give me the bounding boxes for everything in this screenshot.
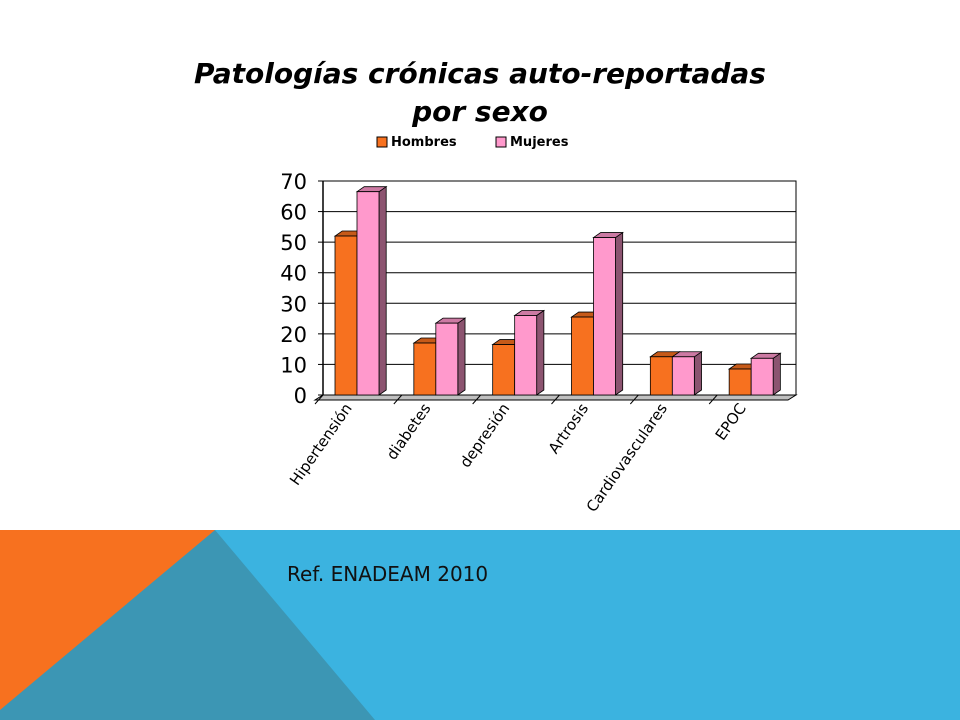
- x-tick-mark: [393, 394, 403, 405]
- x-tick-label: EPOC: [712, 400, 750, 444]
- legend-swatch-hombres: [376, 136, 388, 148]
- y-tick-label: 40: [280, 262, 307, 286]
- band-orange-triangle: [0, 530, 215, 710]
- x-tick-label: Hipertensión: [286, 400, 356, 489]
- bar-mujeres-1: [435, 322, 459, 396]
- x-tick-label: diabetes: [383, 400, 435, 463]
- x-tick-mark: [551, 394, 560, 405]
- bar-hombres-5: [728, 368, 752, 396]
- y-tick-label: 70: [280, 170, 307, 194]
- x-tick-label: depresión: [456, 400, 513, 471]
- x-tick-mark: [708, 394, 718, 405]
- y-tick-label: 50: [280, 231, 307, 255]
- x-tick-mark: [629, 394, 639, 405]
- x-tick-mark: [314, 394, 324, 405]
- bar-side-1-0: [378, 185, 387, 396]
- bar-mujeres-3: [593, 237, 616, 396]
- bar-side-1-3: [615, 231, 624, 396]
- bar-side-1-1: [457, 317, 466, 396]
- bar-chart: 0 10 20 30 40 50 60 70 Hipertensión diabetes depre…: [280, 170, 798, 516]
- reference-note: Ref. ENADEAM 2010: [287, 562, 489, 586]
- x-tick-mark: [472, 394, 482, 405]
- y-tick-label: 60: [280, 201, 307, 225]
- legend-label-hombres: Hombres: [391, 135, 457, 150]
- x-tick-label: Artrosis: [545, 400, 593, 457]
- bar-mujeres-2: [514, 315, 538, 396]
- y-tick-label: 20: [280, 323, 307, 347]
- legend-swatch-mujeres: [495, 136, 507, 148]
- bar-hombres-1: [413, 342, 437, 396]
- bar-hombres-3: [571, 316, 594, 396]
- legend-label-mujeres: Mujeres: [510, 135, 569, 150]
- page-title-line-2: por sexo: [412, 95, 548, 128]
- bar-hombres-0: [334, 235, 358, 396]
- bar-side-1-5: [772, 352, 781, 396]
- bar-side-1-2: [536, 309, 545, 396]
- bar-mujeres-0: [356, 191, 380, 396]
- bar-mujeres-4: [671, 356, 695, 396]
- y-tick-label: 30: [280, 292, 307, 316]
- y-tick-label: 0: [294, 384, 307, 408]
- legend: Hombres Mujeres: [376, 135, 569, 150]
- bar-mujeres-5: [750, 357, 774, 396]
- bar-hombres-2: [492, 344, 516, 396]
- bar-hombres-4: [649, 356, 673, 396]
- bar-side-1-4: [693, 351, 702, 396]
- y-tick-label: 10: [280, 353, 307, 377]
- plot-area: [322, 180, 797, 396]
- x-tick-label: Cardiovasculares: [583, 400, 671, 516]
- page-title-line-1: Patologías crónicas auto-reportadas: [194, 57, 766, 90]
